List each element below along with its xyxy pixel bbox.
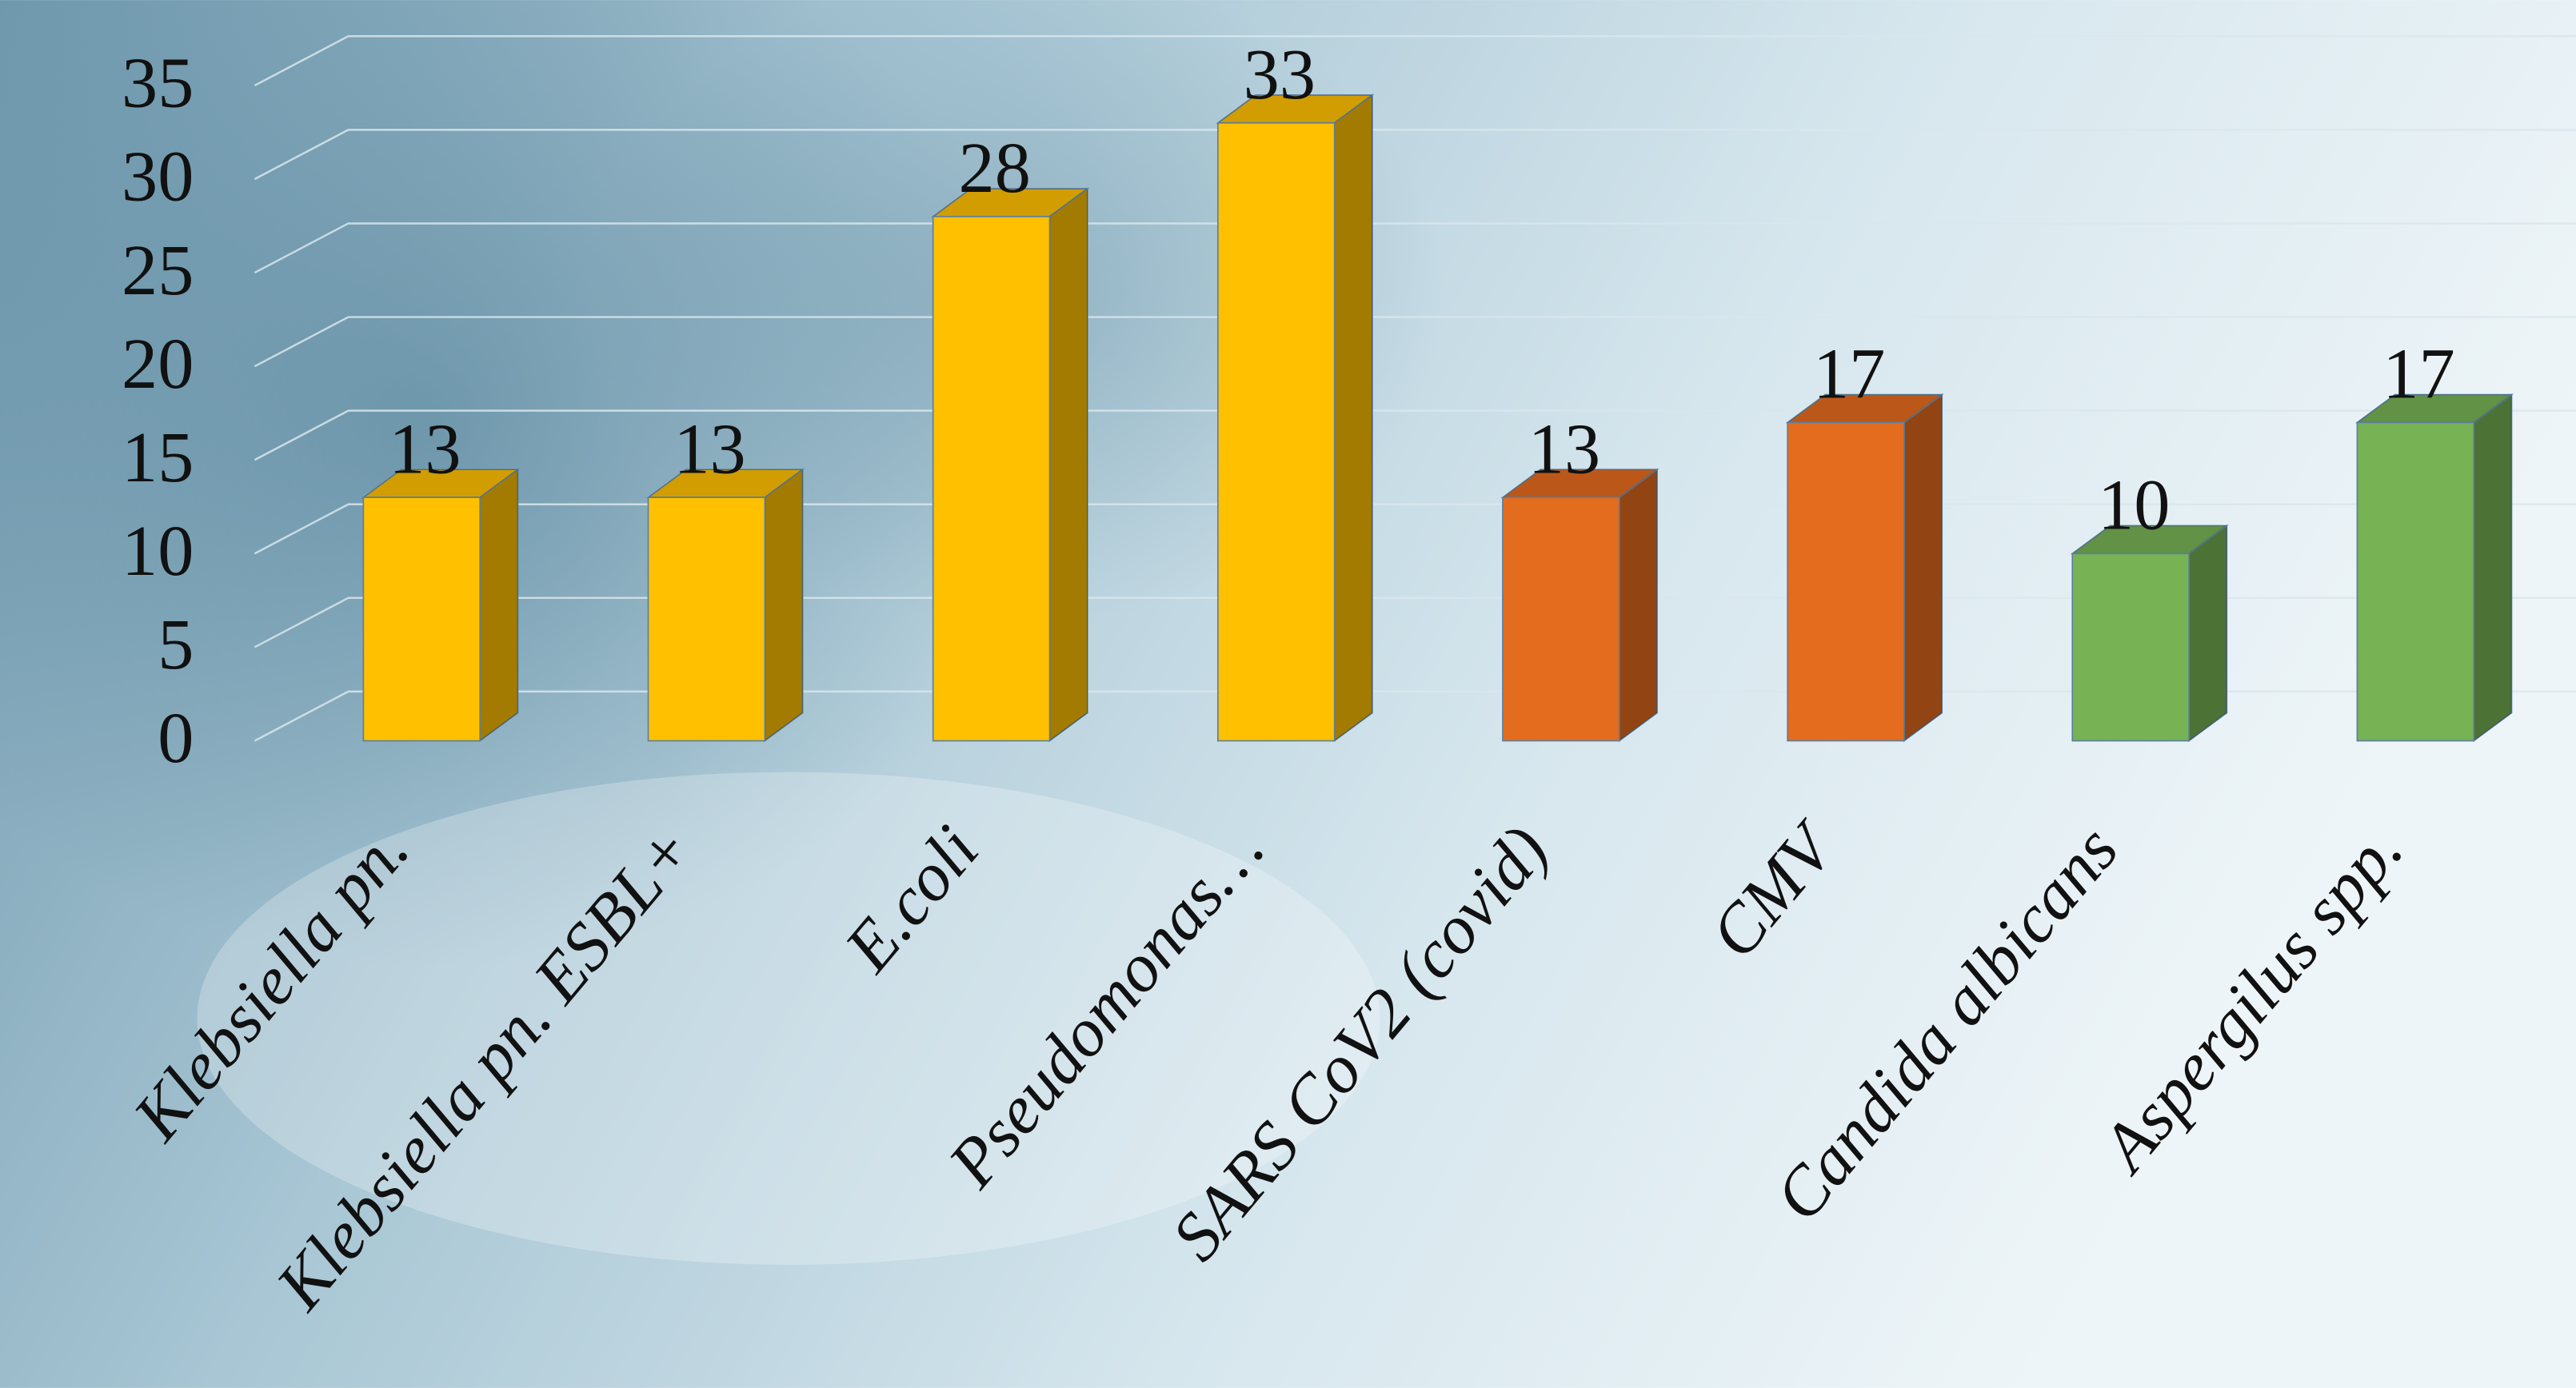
grid-line: [254, 222, 2576, 274]
y-tick-label: 10: [122, 510, 194, 591]
y-tick-label: 30: [122, 136, 194, 217]
y-tick-label: 25: [122, 229, 194, 310]
data-label: 13: [673, 408, 745, 489]
bar: [2071, 552, 2190, 742]
y-tick-label: 5: [158, 604, 194, 684]
data-label: 13: [1528, 408, 1600, 489]
bar-side-shade: [765, 469, 803, 741]
data-label: 17: [2382, 333, 2454, 414]
bar: [1502, 497, 1620, 742]
grid-line: [254, 316, 2576, 368]
data-label: 13: [389, 408, 461, 489]
bar-side-shade: [1334, 94, 1372, 741]
data-label: 28: [959, 127, 1031, 208]
bar-side-shade: [2474, 394, 2512, 741]
bar-top-shade: [933, 188, 1088, 217]
bar-top-shade: [1217, 94, 1372, 123]
data-label: 17: [1813, 333, 1885, 414]
background-shape: [197, 772, 1380, 1265]
bar-side-shade: [1619, 469, 1658, 741]
bar: [1216, 122, 1336, 742]
bar-side-shade: [1903, 394, 1943, 741]
bar-top-shade: [1787, 394, 1943, 423]
bar-top-shade: [1502, 469, 1658, 498]
bar: [1787, 421, 1905, 742]
data-label: 10: [2098, 465, 2170, 545]
bar-top-shade: [648, 469, 803, 498]
bar: [647, 497, 766, 742]
grid-line: [254, 129, 2576, 181]
y-tick-label: 35: [122, 42, 194, 123]
bar-top-shade: [2072, 525, 2227, 554]
bar: [932, 216, 1051, 742]
bar-top-shade: [363, 469, 518, 498]
bar-top-shade: [2357, 394, 2512, 423]
bar: [362, 497, 481, 742]
y-tick-label: 20: [122, 323, 194, 404]
bar-side-shade: [1049, 188, 1088, 741]
bar-side-shade: [2189, 525, 2227, 741]
grid-line: [254, 35, 2576, 87]
data-label: 33: [1244, 34, 1316, 114]
y-tick-label: 15: [122, 417, 194, 497]
bar-side-shade: [480, 469, 518, 741]
y-tick-label: 0: [158, 697, 194, 778]
bar: [2356, 421, 2475, 742]
